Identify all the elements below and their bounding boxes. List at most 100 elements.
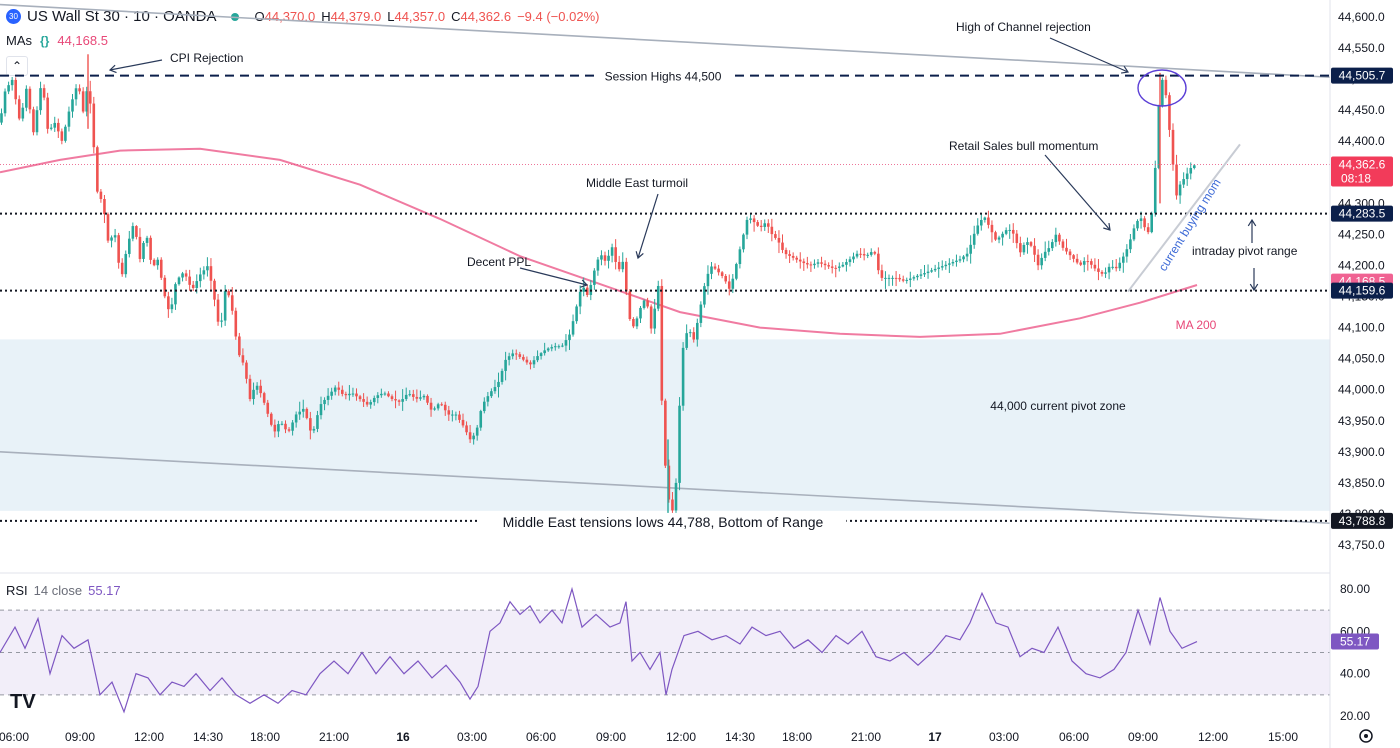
high-channel-arrow xyxy=(1049,37,1129,73)
price-tick: 44,450.0 xyxy=(1338,103,1385,117)
candle-body xyxy=(802,261,806,264)
candle-body xyxy=(149,237,152,260)
candle-body xyxy=(262,393,266,403)
symbol-title[interactable]: US Wall St 30 · 10 · OANDA xyxy=(27,8,217,25)
candle-body xyxy=(472,435,475,440)
candle-body xyxy=(578,291,582,307)
time-tick: 12:00 xyxy=(666,730,696,744)
candle-body xyxy=(270,413,273,425)
candle-body xyxy=(937,267,940,269)
time-tick: 09:00 xyxy=(596,730,626,744)
logo-text: TV xyxy=(10,691,36,713)
rsi-level-lines xyxy=(0,609,1330,696)
candle-body xyxy=(301,408,305,412)
candle-body xyxy=(1022,244,1026,253)
candle-body xyxy=(703,286,706,305)
candle-body xyxy=(64,126,67,141)
candle-body xyxy=(727,281,731,289)
candle-body xyxy=(926,271,930,274)
candle-body xyxy=(419,397,422,399)
low-label: L xyxy=(387,9,395,24)
candle-body xyxy=(529,362,532,365)
candle-body xyxy=(490,391,493,397)
candle-body xyxy=(656,285,660,309)
decent-ppl-arrow-head xyxy=(580,279,589,288)
candle-body xyxy=(81,91,85,112)
candle-body xyxy=(1033,245,1036,255)
candle-body xyxy=(113,235,117,238)
time-tick: 21:00 xyxy=(319,730,349,744)
candle-body xyxy=(1058,234,1061,242)
candle-body xyxy=(1015,233,1019,244)
pivot-bottom-tag-bg xyxy=(1331,282,1393,299)
price-tick: 44,050.0 xyxy=(1338,352,1385,366)
candle-body xyxy=(997,237,1001,240)
candle-body xyxy=(1111,266,1114,268)
time-tick: 12:00 xyxy=(1198,730,1228,744)
candle-body xyxy=(983,217,987,220)
time-tick: 09:00 xyxy=(1128,730,1158,744)
candle-body xyxy=(809,264,813,266)
candle-body xyxy=(603,255,607,261)
candle-body xyxy=(412,394,415,397)
candle-body xyxy=(894,277,898,279)
candle-body xyxy=(731,278,735,289)
candle-body xyxy=(128,238,131,254)
candle-body xyxy=(199,274,202,282)
time-tick: 12:00 xyxy=(134,730,164,744)
mas-label[interactable]: MAs xyxy=(6,33,32,48)
chevron-up-icon: ⌃ xyxy=(11,59,23,73)
pivot-down-arrow-head xyxy=(1249,283,1259,292)
candle-body xyxy=(923,273,926,275)
candle-body xyxy=(813,263,816,266)
candle-body xyxy=(948,263,951,265)
bottom-range-label: Middle East tensions lows 44,788, Bottom… xyxy=(503,514,824,530)
candle-body xyxy=(323,399,326,405)
candle-body xyxy=(1004,230,1008,234)
candle-body xyxy=(777,237,781,243)
candle-body xyxy=(337,387,341,390)
candle-body xyxy=(557,346,561,348)
candle-body xyxy=(344,393,348,396)
candle-body xyxy=(965,253,969,257)
price-tick: 44,600.0 xyxy=(1338,10,1385,24)
code-braces-icon[interactable]: {} xyxy=(40,33,50,48)
rsi-label[interactable]: RSI xyxy=(6,583,28,598)
candle-body xyxy=(752,218,756,223)
time-axis[interactable]: 06:00 09:00 12:00 14:30 18:00 21:00 16 03:00 06:… xyxy=(0,730,1298,744)
candle-body xyxy=(660,285,664,401)
candle-body xyxy=(124,253,128,275)
candle-body xyxy=(57,122,60,132)
candle-body xyxy=(1043,251,1047,258)
candle-body xyxy=(745,219,749,235)
candle-body xyxy=(486,396,490,402)
high-value: 44,379.0 xyxy=(330,9,382,24)
rsi-line xyxy=(0,586,1198,714)
candle-body xyxy=(614,247,617,262)
candle-body xyxy=(550,347,554,349)
candle-body xyxy=(770,226,774,235)
candle-body xyxy=(316,415,319,429)
candle-body xyxy=(387,393,390,397)
candle-body xyxy=(238,336,241,356)
high-channel-arrow-head xyxy=(1120,65,1130,74)
candle-body xyxy=(248,378,252,400)
candle-body xyxy=(78,88,81,92)
candle-body xyxy=(394,399,397,401)
candle-body xyxy=(223,291,227,321)
candle-body xyxy=(571,321,575,335)
settings-icon[interactable] xyxy=(1359,729,1373,743)
session-highs-label-bg xyxy=(595,68,731,86)
tradingview-logo[interactable]: TV xyxy=(10,691,36,713)
candle-body xyxy=(135,226,138,237)
candle-body xyxy=(798,259,802,262)
candle-body xyxy=(42,88,46,98)
candle-body xyxy=(305,408,309,419)
candle-body xyxy=(383,393,387,395)
candle-body xyxy=(891,277,894,279)
candle-body xyxy=(518,354,522,357)
candle-body xyxy=(955,260,958,263)
candle-body xyxy=(642,300,646,308)
